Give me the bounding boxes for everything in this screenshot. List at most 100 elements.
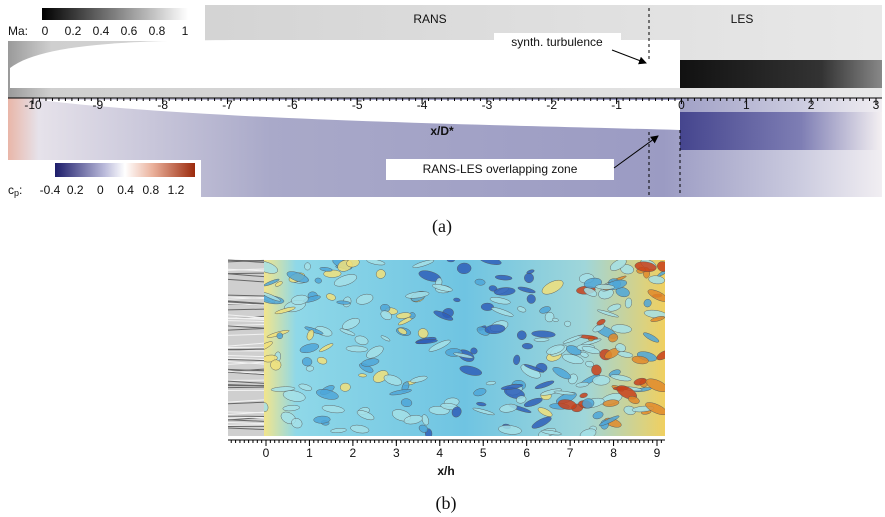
- blob: [428, 339, 451, 352]
- stripe: [227, 308, 265, 311]
- ma-colorbar: [42, 8, 188, 20]
- blob: [513, 354, 521, 365]
- blob: [397, 327, 407, 335]
- stripe: [227, 273, 265, 278]
- blob: [645, 402, 665, 416]
- cp-tick-label: 1.2: [168, 183, 185, 197]
- blob: [282, 390, 306, 402]
- blob: [355, 293, 374, 305]
- blob: [523, 364, 545, 373]
- blob: [583, 287, 598, 297]
- blob: [631, 355, 649, 365]
- blob: [579, 392, 588, 398]
- arrow: [611, 49, 647, 65]
- x-tick-label: -1: [611, 98, 622, 112]
- blob: [480, 302, 494, 311]
- blob: [264, 292, 281, 302]
- blob: [596, 309, 619, 318]
- x-tick-label: 4: [436, 446, 443, 460]
- blob: [346, 260, 360, 268]
- blob: [274, 306, 296, 315]
- blob: [314, 277, 322, 284]
- blob: [345, 345, 368, 353]
- blob: [615, 287, 630, 298]
- x-tick-label: 0: [263, 446, 270, 460]
- x-axis-title-b: x/h: [437, 464, 454, 478]
- stripe: [227, 320, 265, 323]
- blob: [389, 389, 412, 396]
- x-tick-label: -9: [93, 98, 104, 112]
- ma-label: Ma:: [8, 24, 28, 38]
- blob: [489, 297, 511, 305]
- blob: [472, 407, 495, 416]
- stripe: [227, 401, 265, 405]
- blob: [539, 306, 551, 314]
- blob: [299, 343, 320, 354]
- x-tick-label: 7: [567, 446, 574, 460]
- blob: [336, 300, 351, 305]
- jet-core-lower: [40, 100, 680, 130]
- blob: [531, 330, 556, 338]
- blob: [306, 329, 315, 341]
- blob: [580, 351, 589, 358]
- blob: [602, 399, 620, 407]
- blob: [553, 390, 576, 396]
- blob: [546, 344, 565, 355]
- x-tick-label: -6: [287, 98, 298, 112]
- stripe: [227, 355, 265, 358]
- blob: [517, 330, 527, 340]
- blob: [562, 334, 583, 344]
- x-tick-label: 2: [808, 98, 815, 112]
- x-tick-label: 3: [873, 98, 880, 112]
- blob: [380, 310, 392, 321]
- blob: [319, 267, 333, 272]
- blob: [564, 320, 572, 327]
- blob: [304, 262, 311, 271]
- stripe: [227, 358, 265, 362]
- cp-subscript: p: [14, 188, 19, 198]
- blob: [334, 274, 358, 287]
- blob: [575, 382, 590, 388]
- overlap-box: [386, 159, 614, 180]
- blob: [517, 286, 536, 294]
- blob: [494, 274, 513, 281]
- stripe: [227, 328, 265, 331]
- x-tick-label: 6: [523, 446, 530, 460]
- blob: [517, 306, 527, 313]
- stripe: [227, 371, 265, 376]
- blob: [533, 337, 550, 342]
- stripe: [227, 324, 265, 327]
- blob: [499, 403, 518, 413]
- blob: [617, 351, 634, 358]
- x-tick-label: 0: [678, 98, 685, 112]
- blob: [579, 428, 597, 436]
- blob: [598, 415, 620, 427]
- blob: [264, 402, 269, 412]
- x-tick-label: -7: [222, 98, 233, 112]
- blob: [319, 343, 334, 352]
- blob: [417, 328, 429, 339]
- blob: [491, 307, 514, 317]
- blob: [415, 338, 438, 345]
- blob: [608, 333, 619, 343]
- blob: [305, 365, 314, 372]
- blob: [493, 287, 516, 296]
- stripe: [227, 368, 265, 372]
- blob: [354, 335, 369, 345]
- cp-tick-label: 0: [97, 183, 104, 197]
- turbulence-structures: [264, 260, 665, 436]
- stripe: [227, 361, 265, 365]
- caption-a: (a): [432, 216, 452, 237]
- blob: [500, 384, 524, 390]
- blob: [286, 271, 309, 283]
- blob: [611, 324, 632, 334]
- blob: [410, 375, 428, 383]
- blob: [531, 416, 552, 429]
- blob: [358, 373, 367, 378]
- stripe: [227, 303, 265, 306]
- blob: [485, 381, 496, 386]
- stripe: [227, 272, 265, 275]
- les-label: LES: [731, 12, 754, 26]
- blob: [330, 428, 347, 433]
- x-tick-label: 2: [350, 446, 357, 460]
